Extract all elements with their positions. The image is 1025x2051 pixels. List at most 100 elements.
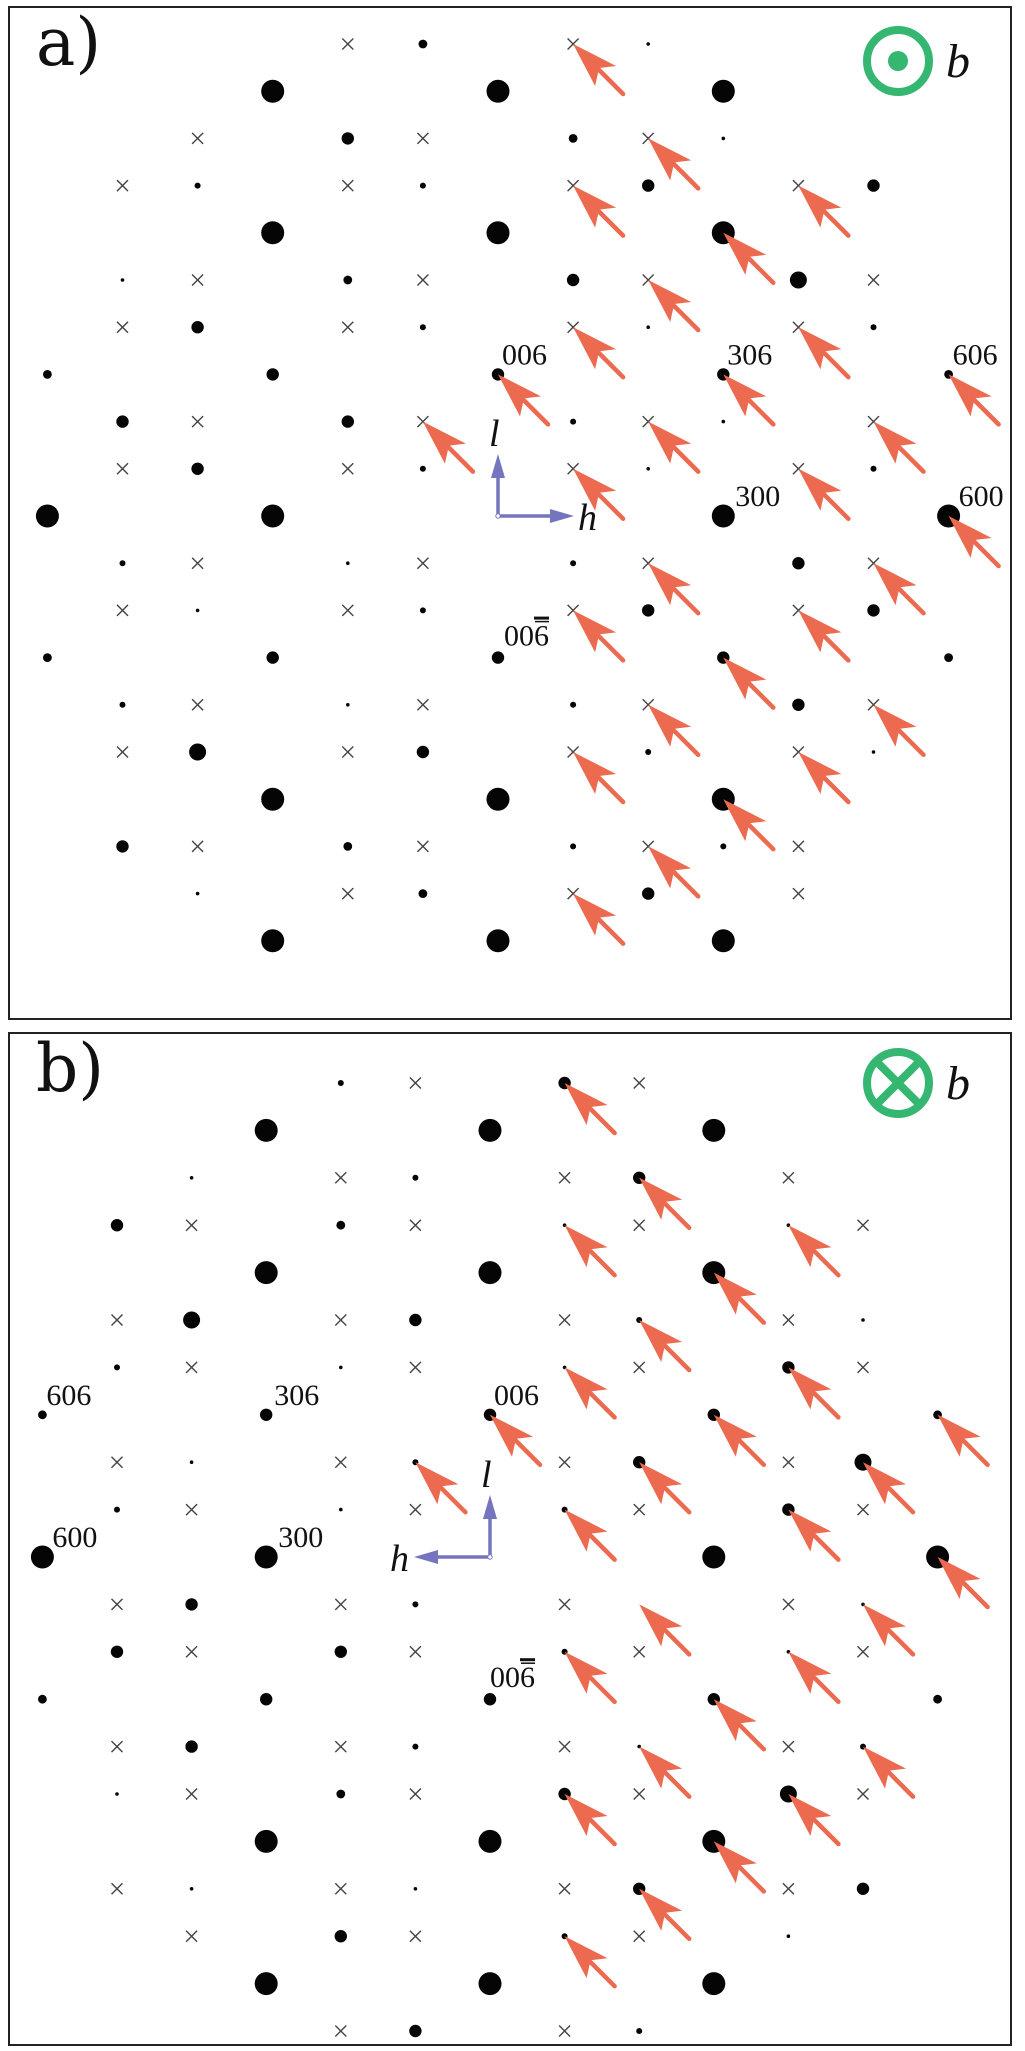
highlight-arrow-icon xyxy=(873,563,926,616)
highlight-arrow-icon xyxy=(415,1462,468,1515)
absent-reflection-cross-icon xyxy=(409,1788,422,1800)
absent-reflection-cross-icon xyxy=(111,1740,123,1753)
highlight-arrow-icon xyxy=(564,1651,617,1705)
absent-reflection-cross-icon xyxy=(633,1503,646,1516)
highlight-arrow-icon xyxy=(948,374,1001,427)
b-out-of-plane-icon: b xyxy=(863,26,970,96)
absent-reflection-cross-icon xyxy=(116,746,129,758)
reflection-spot xyxy=(261,787,285,811)
absent-reflection-cross-icon xyxy=(633,1361,646,1374)
reflection-spot xyxy=(720,843,727,850)
reflection-spot xyxy=(185,1598,198,1611)
highlight-arrow-icon xyxy=(564,1367,617,1420)
highlight-arrow-icon xyxy=(788,1225,841,1278)
reflection-spot xyxy=(570,843,577,850)
absent-reflection-cross-icon xyxy=(409,1503,422,1516)
reflection-spot xyxy=(336,1789,346,1799)
reflection-spot xyxy=(266,368,279,381)
absent-reflection-cross-icon xyxy=(782,1882,795,1895)
absent-reflection-cross-icon xyxy=(185,1645,198,1658)
highlight-arrow-icon xyxy=(564,1794,617,1847)
reflection-spot xyxy=(38,1694,47,1704)
absent-reflection-cross-icon xyxy=(191,840,204,853)
highlight-arrow-icon xyxy=(863,1604,916,1657)
absent-reflection-cross-icon xyxy=(857,1645,869,1658)
absent-reflection-cross-icon xyxy=(341,462,354,475)
reflection-spot xyxy=(195,608,200,613)
reflection-spot xyxy=(119,701,126,708)
h-axis-label: h xyxy=(578,497,597,539)
reciprocal-axes: lh xyxy=(390,1454,497,1580)
panel-a: a) l h 006 306 606 300 600 006 b xyxy=(8,6,1012,1020)
absent-reflection-cross-icon xyxy=(185,1503,198,1516)
hkl-index-label: 600 xyxy=(52,1521,97,1554)
highlight-arrows xyxy=(422,44,1001,946)
hkl-index-label: 006 xyxy=(502,338,547,371)
absent-reflection-cross-icon xyxy=(857,1219,869,1232)
reflection-spot xyxy=(856,1882,870,1895)
absent-reflection-cross-icon xyxy=(409,1219,422,1232)
absent-reflection-cross-icon xyxy=(334,2025,347,2037)
reflection-spot xyxy=(254,1261,278,1285)
absent-reflection-cross-icon xyxy=(416,840,429,853)
reflection-spot xyxy=(786,1934,791,1938)
absent-reflection-cross-icon xyxy=(558,1598,571,1611)
reflection-spot xyxy=(413,1887,418,1891)
absent-reflection-cross-icon xyxy=(558,1314,571,1326)
reflection-spot xyxy=(702,1545,726,1569)
highlight-arrow-icon xyxy=(573,327,626,380)
reflection-spot xyxy=(110,1645,124,1658)
absent-reflection-cross-icon xyxy=(782,1456,795,1469)
highlight-arrow-icon xyxy=(713,1272,767,1325)
hkl-index-label: 606 xyxy=(953,338,998,371)
reflection-spot xyxy=(261,504,285,528)
reflection-spot xyxy=(486,221,510,245)
reflection-spot xyxy=(486,787,510,811)
hkl-index-label: 006 xyxy=(504,620,549,653)
hkl-index-label: 306 xyxy=(274,1379,319,1412)
reflection-spot xyxy=(486,929,510,953)
absent-reflection-cross-icon xyxy=(191,274,204,286)
absent-reflection-cross-icon xyxy=(416,274,429,286)
reflection-spot xyxy=(792,557,805,570)
highlight-arrow-icon xyxy=(937,1557,990,1610)
reflection-spot xyxy=(789,271,807,289)
reflection-spot xyxy=(254,1829,278,1853)
reflection-spot xyxy=(419,465,426,472)
highlight-arrow-icon xyxy=(648,563,701,616)
reciprocal-axes: lh xyxy=(489,413,597,539)
absent-reflection-cross-icon xyxy=(341,179,354,192)
reflection-spot xyxy=(114,1364,120,1371)
reflection-spot xyxy=(339,1507,343,1512)
reflection-spot xyxy=(944,653,953,662)
absent-reflection-cross-icon xyxy=(334,1171,347,1184)
absent-reflection-cross-icon xyxy=(334,1882,347,1895)
reflection-spot xyxy=(260,1693,273,1706)
reflection-spot xyxy=(409,2024,422,2038)
reflection-spot xyxy=(339,1365,343,1370)
absent-reflection-cross-icon xyxy=(116,604,129,617)
reflection-spot xyxy=(486,79,510,103)
reflection-spot xyxy=(642,604,655,617)
reflection-spot xyxy=(191,321,204,334)
reflection-spot xyxy=(491,651,505,664)
absent-reflection-cross-icon xyxy=(191,415,204,428)
reflection-spot xyxy=(191,462,204,475)
absent-reflection-cross-icon xyxy=(409,1930,422,1943)
b-axis-label: b xyxy=(946,1057,970,1110)
reflection-spot xyxy=(43,370,52,379)
reflection-spot xyxy=(254,1972,278,1996)
reflection-spot xyxy=(478,1118,502,1142)
absent-reflection-cross-icon xyxy=(633,1645,646,1658)
reflection-spot xyxy=(189,1176,194,1180)
reflection-spot xyxy=(870,465,877,472)
hkl-index-label: 306 xyxy=(727,338,772,371)
reflection-spot xyxy=(336,1220,346,1230)
reflection-spot xyxy=(419,607,426,614)
reflection-spot xyxy=(721,136,726,141)
absent-reflection-cross-icon xyxy=(558,1740,571,1753)
absent-reflection-cross-icon xyxy=(857,1788,869,1800)
absent-reflection-cross-icon xyxy=(334,1740,347,1753)
highlight-arrow-icon xyxy=(788,1367,841,1420)
